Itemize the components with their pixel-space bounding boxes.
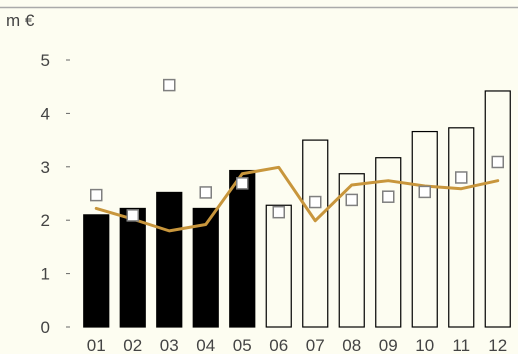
x-tick-label: 12 [488, 336, 507, 354]
markers [90, 78, 504, 222]
x-tick-label: 05 [233, 336, 252, 354]
bar [448, 127, 475, 328]
marker-point [199, 186, 212, 199]
marker-point [90, 188, 103, 202]
marker-point [272, 205, 285, 219]
y-tick-label: 3 [41, 158, 50, 177]
y-tick-label: 1 [41, 265, 50, 284]
y-tick-label: 2 [41, 211, 50, 230]
y-tick-label: 0 [41, 318, 50, 337]
marker-point [455, 171, 468, 184]
marker-point [382, 190, 395, 203]
bar [156, 191, 183, 328]
x-tick-label: 08 [342, 336, 361, 354]
marker-point [345, 193, 358, 207]
bar [411, 130, 438, 328]
x-tick-label: 07 [306, 336, 325, 354]
x-tick-label: 10 [415, 336, 434, 354]
x-tick-label: 02 [123, 336, 142, 354]
bar [192, 207, 219, 328]
bar [119, 207, 146, 328]
y-axis-unit-label: m € [6, 11, 35, 30]
y-tick-label: 5 [41, 51, 50, 70]
bar [229, 169, 256, 328]
y-axis: 0 1 2 3 4 5 [41, 51, 70, 337]
bars [83, 90, 511, 328]
x-tick-label: 09 [379, 336, 398, 354]
bar [265, 204, 292, 328]
x-tick-label: 03 [160, 336, 179, 354]
y-tick-label: 4 [41, 104, 50, 123]
x-tick-label: 06 [269, 336, 288, 354]
bar [484, 90, 511, 328]
marker-point [418, 185, 431, 199]
marker-point [491, 155, 504, 169]
bar [302, 139, 329, 328]
x-tick-label: 11 [452, 336, 470, 354]
x-tick-label: 01 [87, 336, 106, 354]
marker-point [309, 195, 322, 209]
bar [83, 214, 110, 328]
x-tick-label: 04 [196, 336, 215, 354]
marker-point [236, 177, 249, 190]
marker-point [163, 78, 176, 92]
bar [375, 157, 402, 328]
x-axis: 01 02 03 04 05 06 07 08 09 10 11 12 [87, 336, 507, 354]
bar [338, 173, 365, 328]
marker-point [126, 209, 139, 222]
